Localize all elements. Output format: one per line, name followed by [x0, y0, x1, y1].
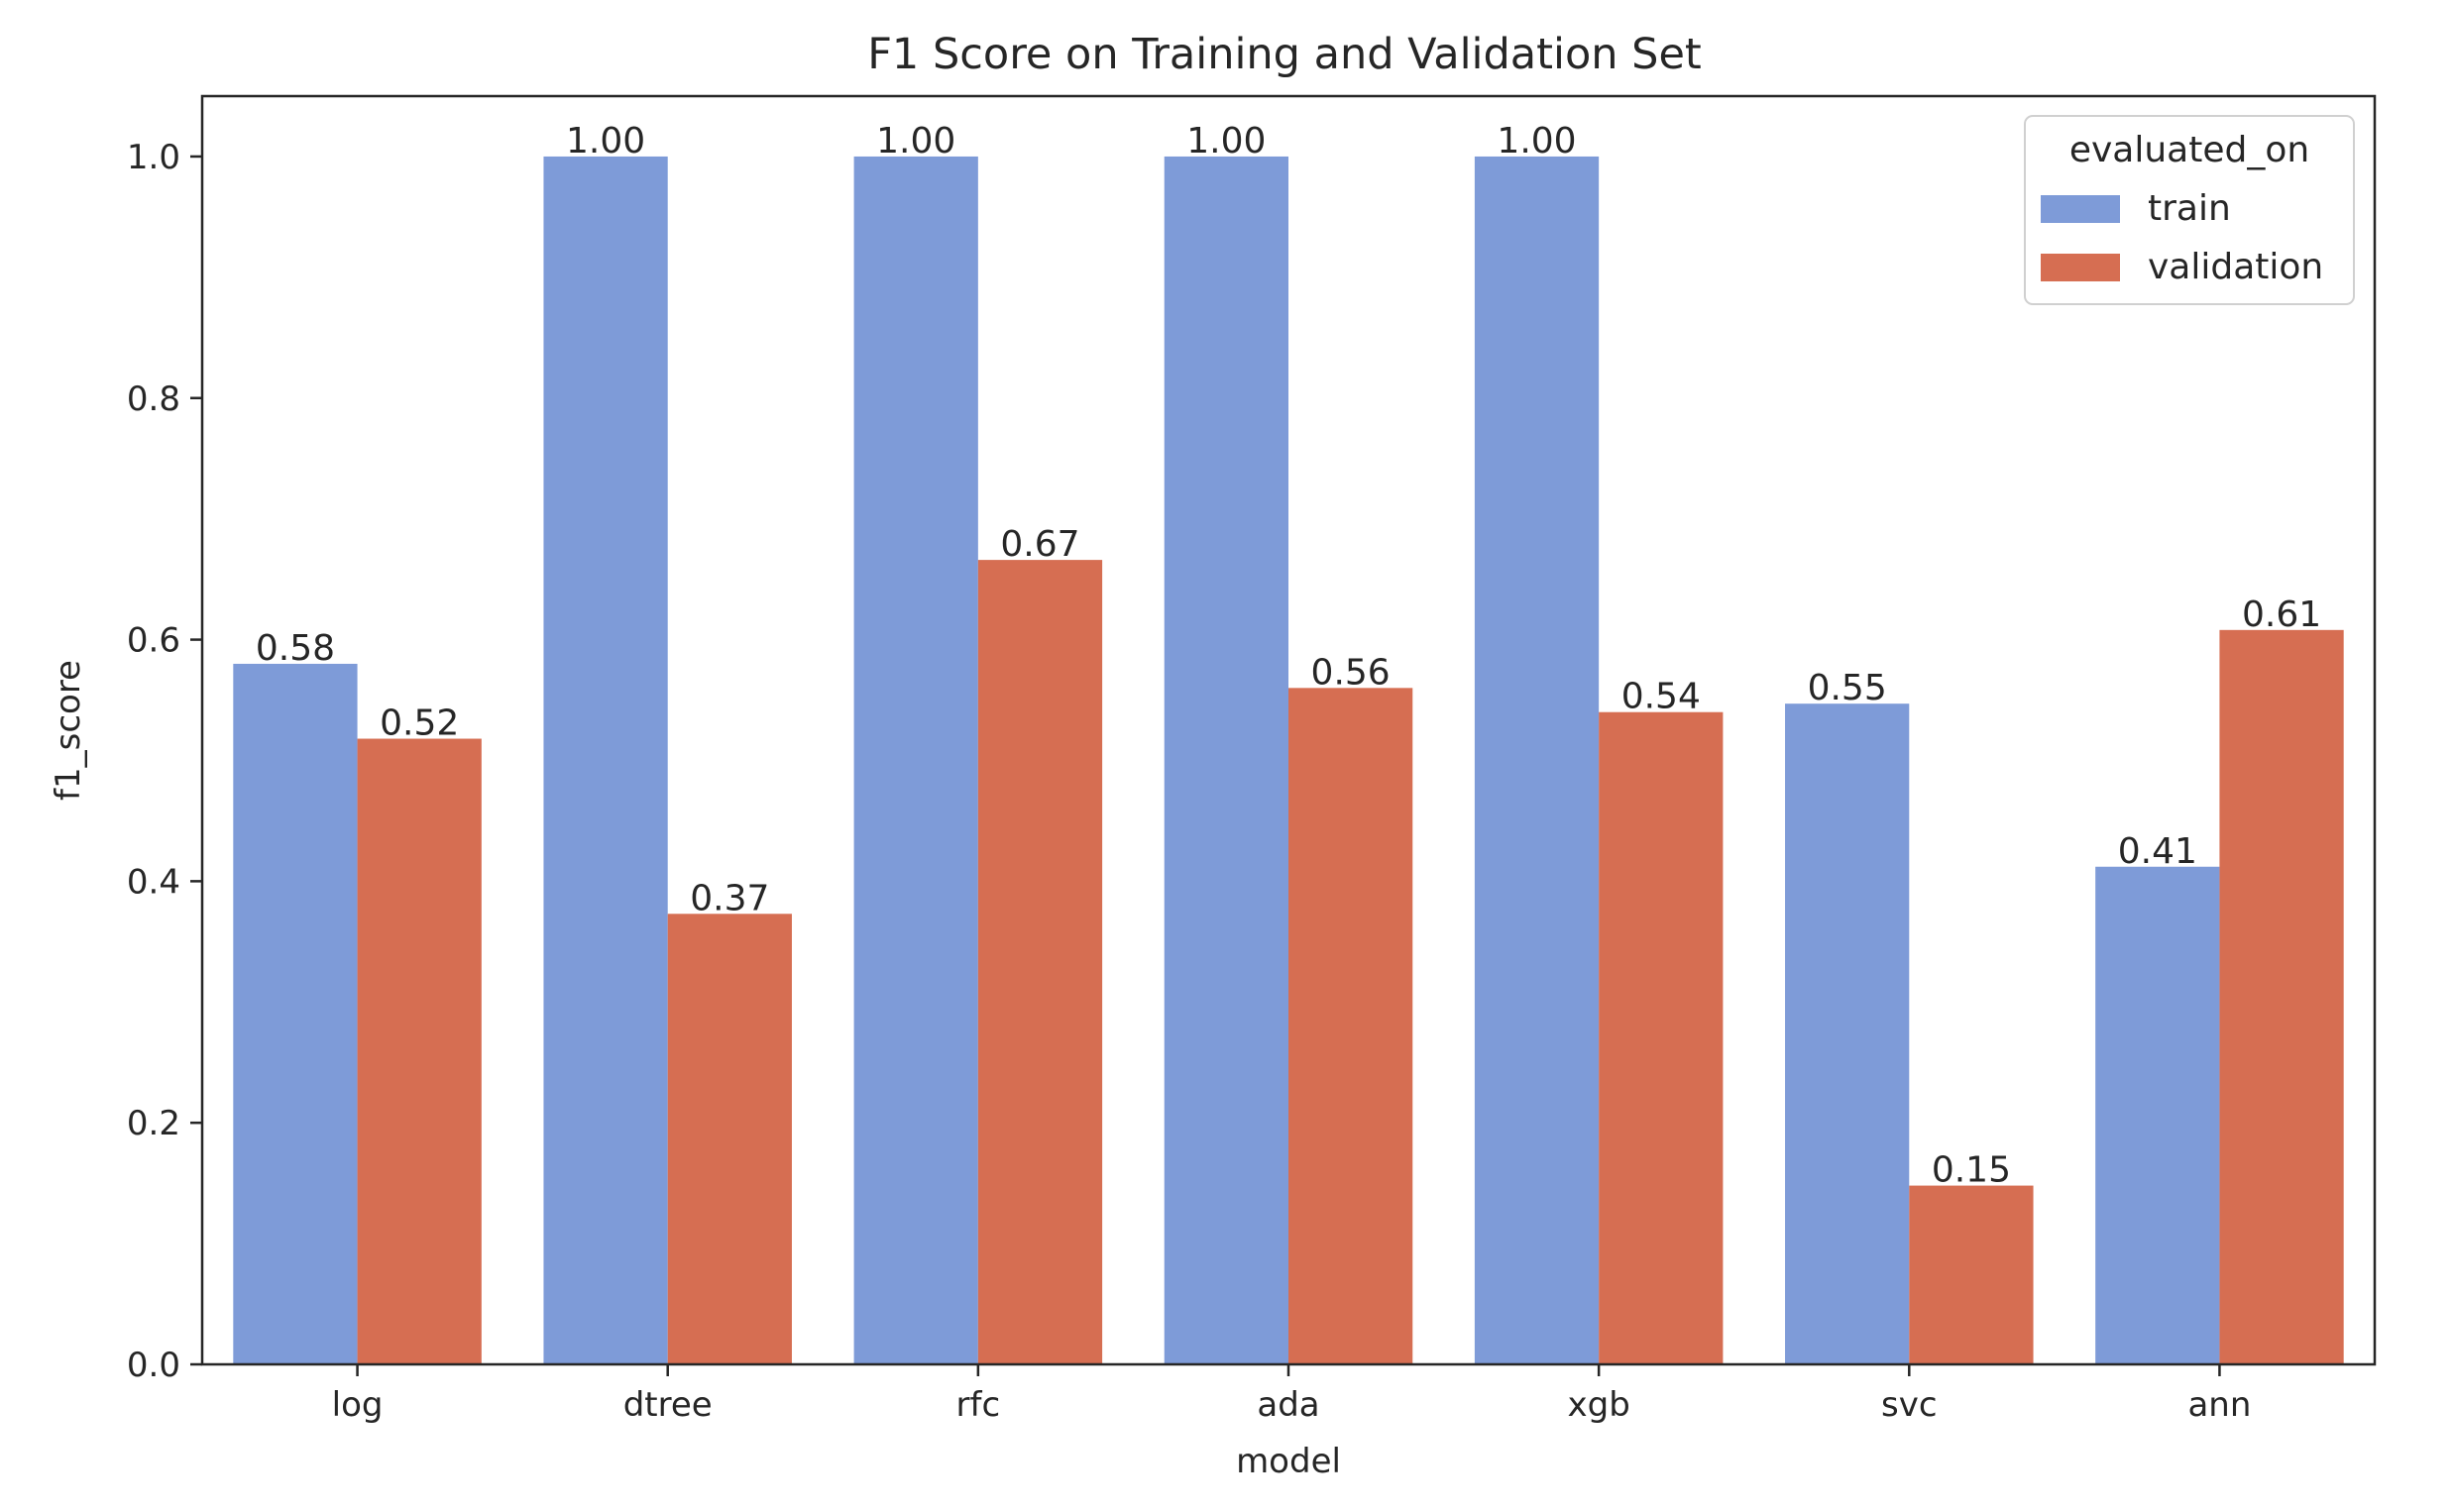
x-tick-label-rfc: rfc: [956, 1385, 1001, 1425]
bar-validation-dtree: [667, 914, 792, 1364]
legend: evaluated_on train validation: [2024, 115, 2355, 305]
x-tick-label-dtree: dtree: [623, 1385, 713, 1425]
bar-label-train-log: 0.58: [256, 628, 335, 669]
bar-train-dtree: [543, 156, 668, 1364]
y-tick-label: 0.0: [127, 1346, 180, 1385]
bar-label-train-rfc: 1.00: [876, 121, 955, 162]
legend-label-validation: validation: [2148, 247, 2323, 287]
bar-label-validation-svc: 0.15: [1932, 1150, 2011, 1191]
bar-validation-xgb: [1599, 711, 1724, 1364]
y-tick-label: 0.6: [127, 621, 180, 661]
x-tick-label-log: log: [332, 1385, 384, 1425]
bar-label-train-xgb: 1.00: [1497, 121, 1576, 162]
legend-swatch-validation: [2041, 254, 2120, 281]
bar-labels: 0.58 1.00 1.00 1.00 1.00 0.55 0.41 0.52 0.37 0.67…: [256, 121, 2321, 1191]
x-axis-label: model: [1236, 1442, 1341, 1481]
legend-label-train: train: [2148, 188, 2231, 229]
bar-label-train-ada: 1.00: [1186, 121, 1266, 162]
y-tick-label: 0.2: [127, 1104, 180, 1143]
y-tick-label: 0.8: [127, 379, 180, 419]
x-tick-label-ada: ada: [1257, 1385, 1319, 1425]
bar-validation-ada: [1288, 688, 1413, 1364]
bar-label-validation-log: 0.52: [380, 703, 459, 744]
legend-title: evaluated_on: [2069, 130, 2309, 170]
bar-train-ann: [2095, 866, 2220, 1364]
bar-train-ada: [1164, 156, 1288, 1364]
legend-swatch-train: [2041, 195, 2120, 223]
bar-label-train-ann: 0.41: [2118, 831, 2197, 872]
x-tick-label-svc: svc: [1881, 1385, 1938, 1425]
y-axis: 0.0 0.2 0.4 0.6 0.8 1.0: [127, 138, 202, 1385]
bar-label-train-svc: 0.55: [1808, 668, 1887, 708]
bar-train-xgb: [1474, 156, 1600, 1364]
bar-label-validation-ada: 0.56: [1311, 652, 1391, 693]
bar-label-validation-xgb: 0.54: [1621, 677, 1701, 717]
bar-validation-rfc: [977, 560, 1103, 1364]
x-axis: log dtree rfc ada xgb svc ann: [332, 1364, 2251, 1425]
bar-train-svc: [1785, 703, 1910, 1364]
chart-title: F1 Score on Training and Validation Set: [867, 30, 1702, 79]
y-axis-label: f1_score: [49, 660, 88, 801]
y-tick-label: 1.0: [127, 138, 180, 177]
bar-train-rfc: [853, 156, 978, 1364]
bar-label-validation-dtree: 0.37: [690, 878, 769, 918]
bar-train-log: [233, 663, 358, 1364]
bar-validation-ann: [2219, 629, 2344, 1364]
y-tick-label: 0.4: [127, 862, 180, 902]
bar-validation-log: [357, 738, 482, 1364]
bar-label-validation-rfc: 0.67: [1000, 524, 1079, 565]
bar-label-validation-ann: 0.61: [2242, 594, 2321, 635]
x-tick-label-ann: ann: [2187, 1385, 2251, 1425]
bar-validation-svc: [1909, 1185, 2034, 1364]
bar-label-train-dtree: 1.00: [566, 121, 645, 162]
bars: [233, 156, 2344, 1364]
x-tick-label-xgb: xgb: [1567, 1385, 1629, 1425]
